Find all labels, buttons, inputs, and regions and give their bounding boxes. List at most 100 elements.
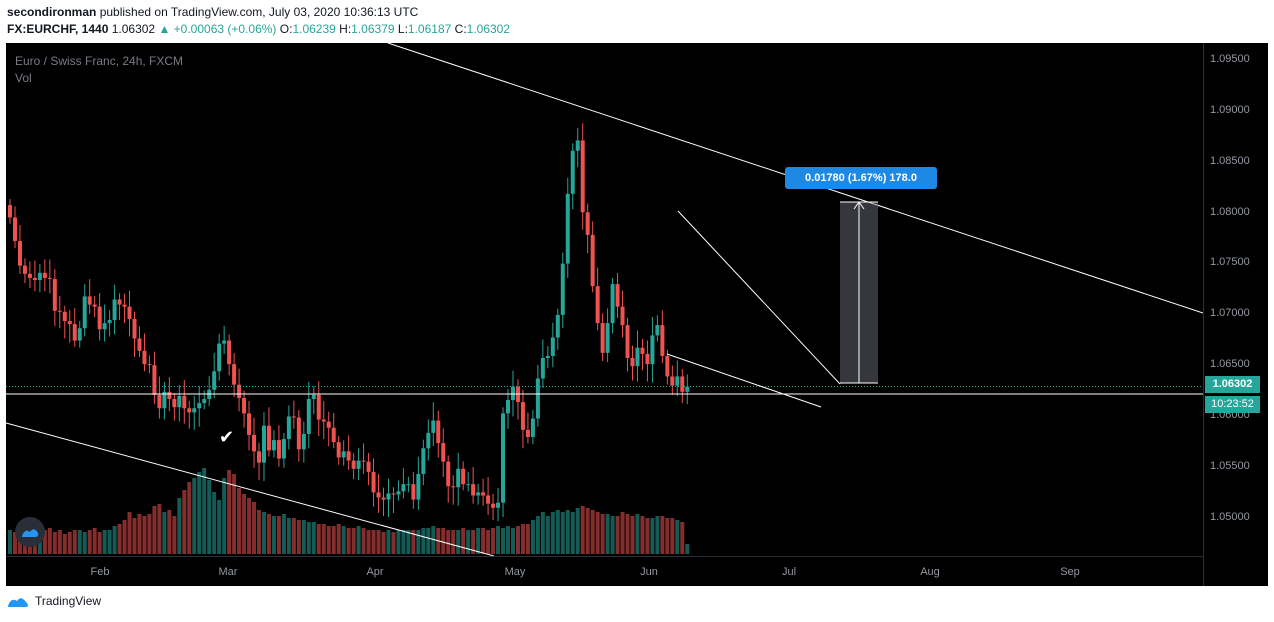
volume-bar xyxy=(242,494,247,554)
volume-bar xyxy=(57,530,62,554)
time-axis[interactable]: Feb Mar Apr May Jun Jul Aug Sep xyxy=(6,556,1203,587)
candle-body xyxy=(102,323,107,330)
candle-body xyxy=(560,263,565,315)
publish-text: published on TradingView.com, July 03, 2… xyxy=(99,5,419,19)
candle-body xyxy=(22,265,27,274)
volume-bar xyxy=(570,512,575,554)
volume-bar xyxy=(640,516,645,554)
volume-bar xyxy=(535,516,540,554)
candle-body xyxy=(177,395,182,408)
volume-bar xyxy=(660,516,665,554)
candle-body xyxy=(341,451,346,458)
volume-bar xyxy=(107,530,112,554)
chart-panel[interactable]: Euro / Swiss Franc, 24h, FXCM Vol 0.0178… xyxy=(6,43,1268,586)
volume-bar xyxy=(162,512,167,554)
volume-bar xyxy=(555,510,560,554)
candle-body xyxy=(650,335,655,365)
volume-bar xyxy=(182,490,187,554)
candle-body xyxy=(585,212,590,235)
candle-body xyxy=(685,386,690,392)
candle-body xyxy=(296,417,301,450)
volume-bar xyxy=(615,516,620,554)
candlestick-chart[interactable] xyxy=(6,43,1203,556)
candle-body xyxy=(466,484,471,486)
volume-bar xyxy=(515,526,520,554)
low-label: L: xyxy=(397,22,408,36)
tradingview-logo-icon xyxy=(7,598,28,607)
volume-bar xyxy=(112,526,117,554)
volume-bar xyxy=(67,532,72,554)
volume-bar xyxy=(192,478,197,554)
volume-bar xyxy=(580,506,585,554)
volume-bar xyxy=(122,520,127,554)
candle-body xyxy=(525,429,530,437)
volume-bar xyxy=(62,534,67,554)
volume-bar xyxy=(520,524,525,554)
candle-body xyxy=(595,286,600,324)
plot-area[interactable]: Euro / Swiss Franc, 24h, FXCM Vol 0.0178… xyxy=(6,43,1203,556)
volume-bar xyxy=(12,532,17,554)
volume-bar xyxy=(411,530,416,554)
candle-body xyxy=(550,337,555,356)
volume-bar xyxy=(117,524,122,554)
tradingview-logo-icon[interactable] xyxy=(15,517,45,547)
footer: TradingView xyxy=(7,594,101,608)
candle-body xyxy=(62,311,67,322)
volume-bar xyxy=(471,530,476,554)
time-tick: Feb xyxy=(90,566,110,578)
candle-body xyxy=(122,304,127,307)
volume-bar xyxy=(152,506,157,554)
candle-body xyxy=(451,486,456,488)
volume-bar xyxy=(217,500,222,554)
volume-bar xyxy=(685,544,690,554)
volume-bar xyxy=(356,526,361,554)
candle-body xyxy=(510,386,515,401)
candle-body xyxy=(361,460,366,462)
candle-body xyxy=(97,306,102,330)
measure-label[interactable]: 0.01780 (1.67%) 178.0 xyxy=(785,167,937,189)
volume-bar xyxy=(610,516,615,554)
candle-body xyxy=(481,492,486,496)
candle-body xyxy=(680,376,685,392)
volume-bar xyxy=(406,530,411,554)
volume-bar xyxy=(72,530,77,554)
volume-bar xyxy=(92,528,97,554)
candle-body xyxy=(655,325,660,336)
price-axis[interactable]: 1.09500 1.09000 1.08500 1.08000 1.07500 … xyxy=(1203,43,1269,586)
volume-bar xyxy=(177,498,182,554)
price-tick: 1.07500 xyxy=(1210,256,1250,268)
candle-body xyxy=(112,299,117,321)
volume-bar xyxy=(461,528,466,554)
brand-name[interactable]: TradingView xyxy=(35,594,102,608)
volume-bar xyxy=(212,492,217,554)
candle-body xyxy=(227,340,232,365)
volume-bar xyxy=(451,530,456,554)
volume-bar xyxy=(157,504,162,554)
volume-bar xyxy=(47,528,52,554)
price-change: ▲ +0.00063 (+0.06%) xyxy=(158,22,277,36)
volume-bar xyxy=(426,528,431,554)
volume-bar xyxy=(346,528,351,554)
volume-bar xyxy=(476,528,481,554)
candle-body xyxy=(535,378,540,419)
candle-body xyxy=(665,355,670,377)
volume-bar xyxy=(97,532,102,554)
volume-bar xyxy=(42,530,47,554)
high-label: H: xyxy=(339,22,352,36)
volume-bar xyxy=(366,530,371,554)
volume-bar xyxy=(207,480,212,554)
wedge-lower-line xyxy=(666,353,822,408)
volume-bar xyxy=(381,532,386,554)
volume-bar xyxy=(446,530,451,554)
candle-body xyxy=(381,497,386,500)
volume-bar xyxy=(525,524,530,554)
candle-body xyxy=(42,272,47,278)
volume-bar xyxy=(625,514,630,554)
author-name[interactable]: secondironman xyxy=(7,5,97,19)
candle-body xyxy=(132,318,137,339)
candle-body xyxy=(107,320,112,324)
candle-body xyxy=(486,495,491,504)
candle-body xyxy=(117,299,122,305)
candle-body xyxy=(187,408,192,413)
candle-body xyxy=(630,357,635,367)
